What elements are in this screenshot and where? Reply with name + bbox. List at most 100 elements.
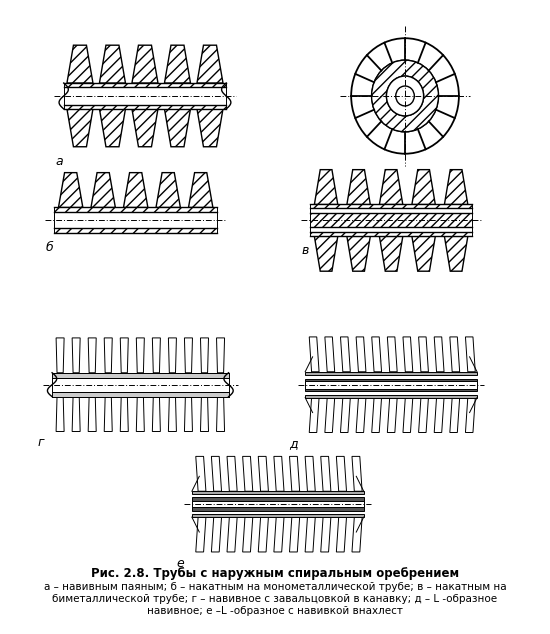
- Bar: [192, 514, 364, 517]
- Circle shape: [396, 86, 414, 106]
- Polygon shape: [412, 236, 435, 271]
- Polygon shape: [465, 337, 475, 372]
- Polygon shape: [325, 337, 335, 372]
- Bar: [64, 83, 226, 87]
- Polygon shape: [164, 45, 190, 83]
- Polygon shape: [197, 45, 223, 83]
- Polygon shape: [450, 337, 460, 372]
- Polygon shape: [274, 517, 284, 552]
- Polygon shape: [419, 398, 428, 432]
- Polygon shape: [201, 338, 208, 373]
- Bar: [54, 228, 217, 233]
- Polygon shape: [217, 397, 224, 432]
- Text: навивное; е –L -образное с навивкой внахлест: навивное; е –L -образное с навивкой внах…: [147, 605, 403, 616]
- Bar: [310, 214, 472, 228]
- Bar: [305, 385, 477, 391]
- Polygon shape: [352, 456, 362, 491]
- Polygon shape: [356, 398, 366, 432]
- Polygon shape: [403, 337, 413, 372]
- Polygon shape: [72, 397, 80, 432]
- Bar: [192, 491, 364, 495]
- Polygon shape: [132, 45, 158, 83]
- Bar: [52, 373, 229, 378]
- Text: д: д: [289, 437, 298, 451]
- Polygon shape: [227, 456, 237, 491]
- Polygon shape: [56, 397, 64, 432]
- Polygon shape: [258, 517, 268, 552]
- Polygon shape: [164, 109, 190, 146]
- Bar: [54, 212, 217, 228]
- Polygon shape: [156, 172, 180, 207]
- Polygon shape: [337, 456, 346, 491]
- Polygon shape: [258, 456, 268, 491]
- Bar: [54, 207, 217, 212]
- Polygon shape: [104, 338, 112, 373]
- Polygon shape: [372, 337, 382, 372]
- Text: а – навивным паяным; б – накатным на монометаллической трубе; в – накатным на: а – навивным паяным; б – накатным на мон…: [43, 582, 507, 592]
- Polygon shape: [217, 338, 224, 373]
- Polygon shape: [120, 397, 128, 432]
- Bar: [192, 497, 364, 504]
- Text: в: в: [301, 244, 309, 257]
- Polygon shape: [274, 456, 284, 491]
- Bar: [305, 372, 477, 375]
- Polygon shape: [120, 338, 128, 373]
- Polygon shape: [315, 236, 338, 271]
- Bar: [192, 501, 364, 507]
- Text: е: е: [177, 557, 184, 570]
- Text: а: а: [55, 155, 63, 168]
- Polygon shape: [352, 517, 362, 552]
- Polygon shape: [403, 398, 413, 432]
- Text: г: г: [38, 436, 45, 450]
- Polygon shape: [136, 397, 144, 432]
- Polygon shape: [100, 109, 125, 146]
- Circle shape: [387, 76, 424, 116]
- Polygon shape: [347, 170, 370, 205]
- Polygon shape: [337, 517, 346, 552]
- Polygon shape: [243, 456, 253, 491]
- Polygon shape: [379, 236, 403, 271]
- Polygon shape: [184, 338, 192, 373]
- Polygon shape: [196, 517, 206, 552]
- Polygon shape: [227, 517, 237, 552]
- Bar: [64, 87, 226, 105]
- Polygon shape: [243, 517, 253, 552]
- Polygon shape: [444, 236, 468, 271]
- Polygon shape: [321, 517, 331, 552]
- Polygon shape: [58, 172, 83, 207]
- Bar: [52, 392, 229, 397]
- Bar: [52, 378, 229, 392]
- Circle shape: [372, 60, 438, 132]
- Polygon shape: [465, 398, 475, 432]
- Polygon shape: [184, 397, 192, 432]
- Polygon shape: [104, 397, 112, 432]
- Bar: [310, 205, 472, 209]
- Polygon shape: [379, 170, 403, 205]
- Polygon shape: [88, 338, 96, 373]
- Polygon shape: [196, 456, 206, 491]
- Circle shape: [351, 38, 459, 153]
- Bar: [310, 233, 472, 236]
- Polygon shape: [168, 338, 177, 373]
- Polygon shape: [189, 172, 213, 207]
- Polygon shape: [412, 170, 435, 205]
- Polygon shape: [372, 398, 382, 432]
- Polygon shape: [434, 398, 444, 432]
- Polygon shape: [309, 398, 319, 432]
- Polygon shape: [152, 397, 161, 432]
- Polygon shape: [88, 397, 96, 432]
- Bar: [64, 105, 226, 109]
- Polygon shape: [168, 397, 177, 432]
- Polygon shape: [450, 398, 460, 432]
- Polygon shape: [347, 236, 370, 271]
- Polygon shape: [72, 338, 80, 373]
- Polygon shape: [67, 109, 93, 146]
- Text: Рис. 2.8. Трубы с наружным спиральным оребрением: Рис. 2.8. Трубы с наружным спиральным ор…: [91, 567, 459, 580]
- Bar: [192, 504, 364, 511]
- Polygon shape: [444, 170, 468, 205]
- Polygon shape: [387, 337, 397, 372]
- Bar: [310, 228, 472, 233]
- Polygon shape: [132, 109, 158, 146]
- Polygon shape: [67, 45, 93, 83]
- Polygon shape: [136, 338, 144, 373]
